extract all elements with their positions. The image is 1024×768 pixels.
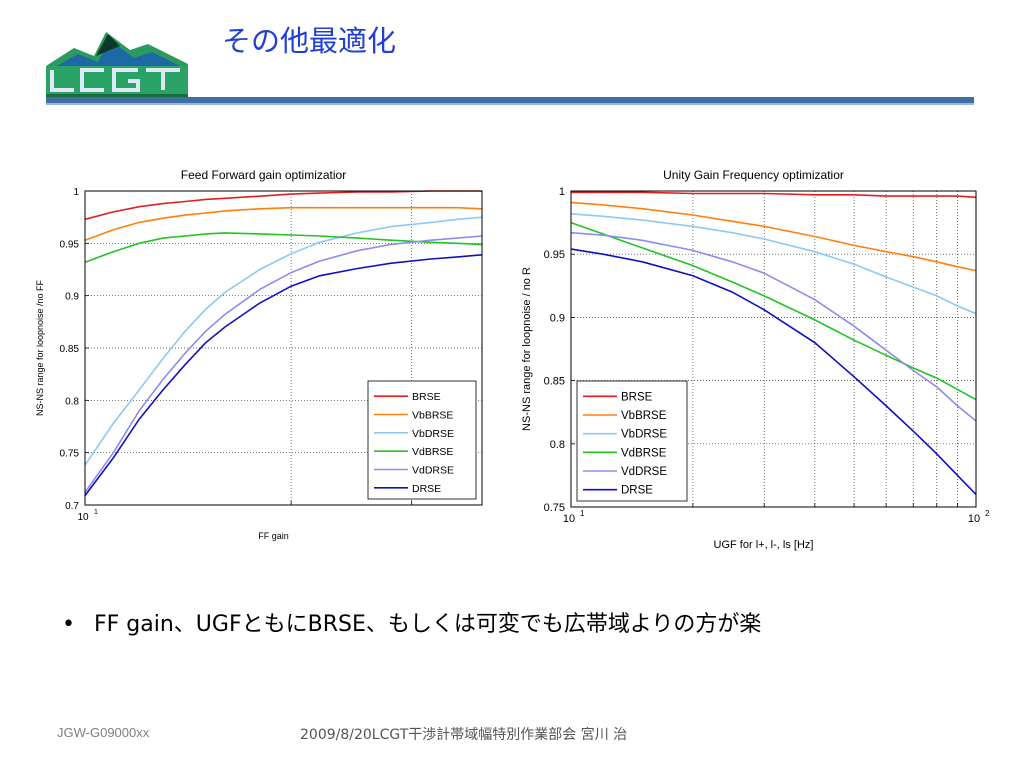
series-line-vddrse bbox=[84, 235, 483, 493]
y-tick-label: 0.9 bbox=[65, 292, 79, 303]
bullet-text: FF gain、UGFともにBRSE、もしくは可変でも広帯域よりの方が楽 bbox=[94, 612, 762, 637]
ugf-chart: 0.75 0.8 0.85 0.9 0.95 1 10 1 10 2 Unity Gain Freq… bbox=[521, 168, 990, 551]
series-line-vbbrse bbox=[570, 201, 977, 272]
legend-label-vbdrse: VbDRSE bbox=[412, 428, 454, 440]
legend-box bbox=[367, 380, 477, 500]
legend-label-vbbrse: VbBRSE bbox=[621, 410, 667, 422]
axes-frame bbox=[570, 190, 977, 508]
series-line-vbdrse bbox=[570, 213, 977, 315]
series-line-drse bbox=[84, 254, 483, 497]
x-axis-label: UGF for l+, l-, ls [Hz] bbox=[714, 539, 814, 551]
y-tick-label: 1 bbox=[559, 186, 565, 198]
legend-label-vdbrse: VdBRSE bbox=[621, 447, 667, 459]
title-divider-shadow bbox=[46, 103, 974, 105]
axes-frame bbox=[84, 190, 483, 506]
bullet-point: • FF gain、UGFともにBRSE、もしくは可変でも広帯域よりの方が楽 bbox=[62, 606, 761, 638]
x-tick-label: 10 bbox=[563, 513, 575, 525]
legend-label-vddrse: VdDRSE bbox=[412, 465, 454, 477]
y-tick-label: 0.75 bbox=[60, 449, 80, 460]
y-tick-label: 0.85 bbox=[60, 344, 80, 355]
y-tick-label: 0.8 bbox=[550, 439, 565, 451]
y-tick-label: 0.7 bbox=[65, 501, 79, 512]
series-line-vddrse bbox=[570, 231, 977, 422]
slide-title: その他最適化 bbox=[222, 24, 397, 58]
legend-box bbox=[576, 380, 688, 502]
legend-label-vddrse: VdDRSE bbox=[621, 466, 667, 478]
series-line-brse bbox=[571, 191, 977, 199]
legend-label-vbbrse: VbBRSE bbox=[412, 410, 453, 422]
y-tick-label: 0.95 bbox=[60, 239, 80, 250]
legend-label-vdbrse: VdBRSE bbox=[412, 446, 453, 458]
y-tick-label: 0.85 bbox=[544, 376, 565, 388]
y-tick-label: 0.9 bbox=[550, 312, 565, 324]
lcgt-logo bbox=[46, 32, 188, 98]
chart-title: Feed Forward gain optimizatior bbox=[181, 168, 346, 182]
y-tick-label: 0.8 bbox=[65, 396, 79, 407]
footer-doc-id: JGW-G09000xx bbox=[57, 725, 150, 740]
title-divider bbox=[46, 97, 974, 103]
legend-label-brse: BRSE bbox=[412, 391, 441, 403]
legend-label-drse: DRSE bbox=[412, 483, 441, 495]
series-line-vdbrse bbox=[570, 221, 977, 401]
footer-meeting: 2009/8/20LCGT干渉計帯域幅特別作業部会 宮川 治 bbox=[300, 727, 628, 743]
series-line-drse bbox=[570, 248, 977, 495]
y-tick-label: 0.75 bbox=[544, 502, 565, 514]
x-axis-label: FF gain bbox=[258, 531, 289, 541]
chart-title: Unity Gain Frequency optimizatior bbox=[663, 168, 844, 182]
y-axis-label: NS-NS range for loopnoise /no FF bbox=[35, 279, 45, 416]
x-tick-exponent: 1 bbox=[94, 509, 98, 516]
legend-label-drse: DRSE bbox=[621, 485, 653, 497]
x-tick-exponent: 1 bbox=[580, 509, 585, 518]
y-tick-label: 1 bbox=[73, 187, 79, 198]
legend-label-vbdrse: VbDRSE bbox=[621, 429, 667, 441]
y-tick-label: 0.95 bbox=[544, 249, 565, 261]
bullet-symbol: • bbox=[62, 612, 75, 637]
x-tick-exponent: 2 bbox=[985, 509, 990, 518]
x-tick-label: 10 bbox=[968, 513, 980, 525]
y-axis-label: NS-NS range for loopnoise / no R bbox=[521, 267, 533, 431]
legend-label-brse: BRSE bbox=[621, 391, 653, 403]
series-line-vbbrse bbox=[84, 206, 483, 241]
series-line-vbdrse bbox=[84, 216, 483, 466]
x-tick-label: 10 bbox=[77, 512, 89, 523]
ff-gain-chart: 0.7 0.75 0.8 0.85 0.9 0.95 1 10 1 Feed Forward ga… bbox=[35, 168, 483, 541]
